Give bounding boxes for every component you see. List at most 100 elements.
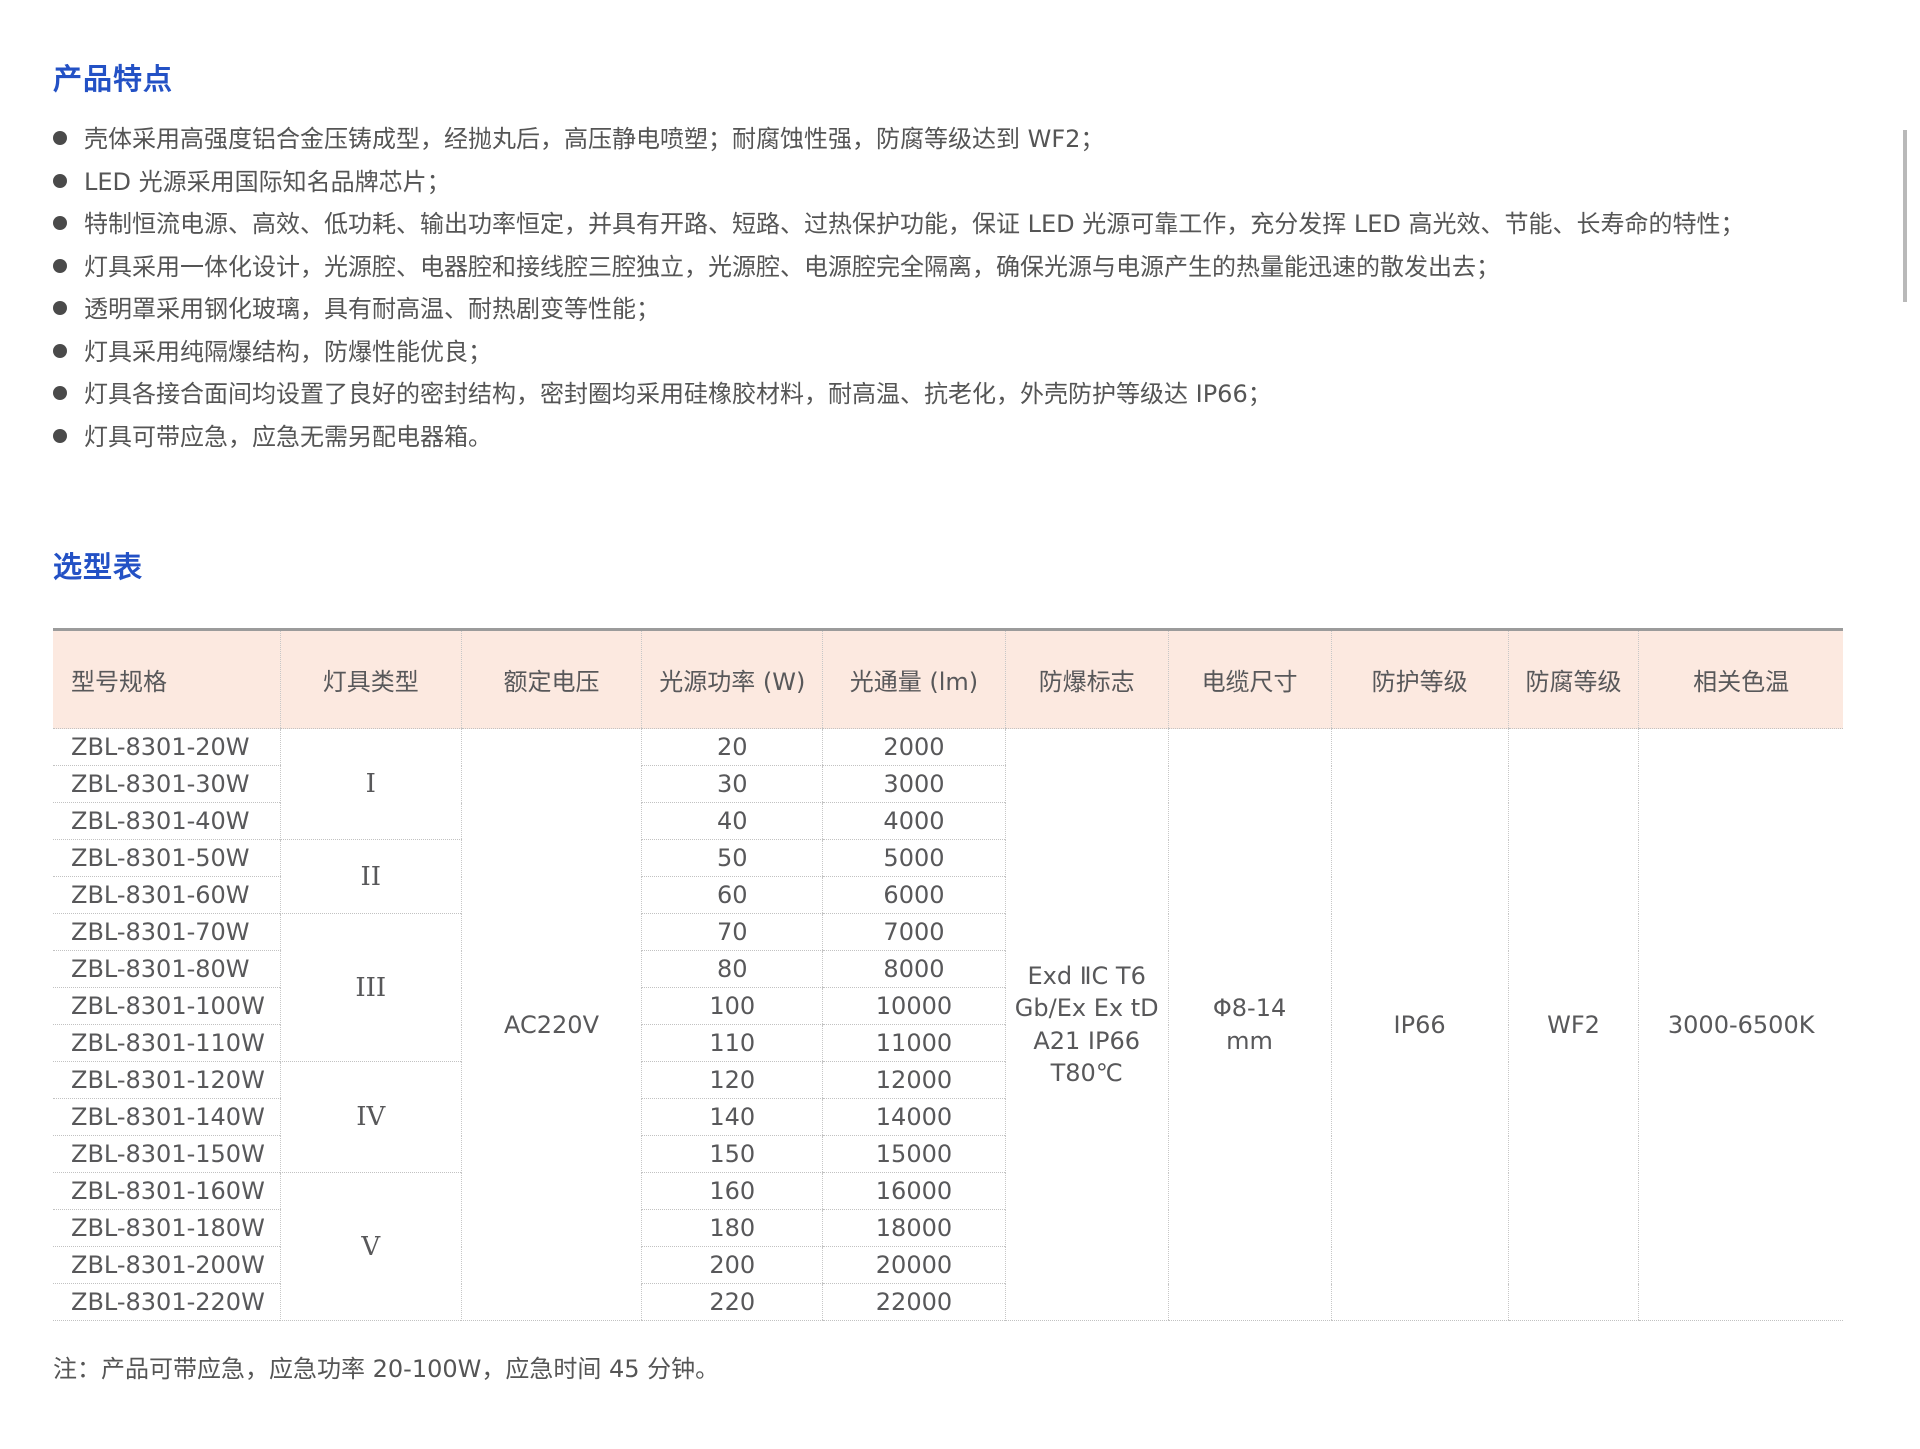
scrollbar-thumb[interactable] [1903, 130, 1907, 302]
model-cell: ZBL-8301-110W [53, 1024, 281, 1062]
feature-item: LED 光源采用国际知名品牌芯片； [53, 161, 1843, 204]
model-cell: ZBL-8301-50W [53, 839, 281, 877]
table-row: ZBL-8301-160W V 160 16000 [53, 1172, 1843, 1321]
feature-item: 透明罩采用钢化玻璃，具有耐高温、耐热剧变等性能； [53, 288, 1843, 331]
power-cell: 150 [641, 1135, 823, 1173]
column-header: 灯具类型 [279, 629, 462, 729]
cable-size-cell: Φ8-14 mm [1167, 728, 1331, 1321]
feature-text: 壳体采用高强度铝合金压铸成型，经抛丸后，高压静电喷塑；耐腐蚀性强，防腐等级达到 … [84, 125, 1105, 153]
model-cell: ZBL-8301-100W [53, 987, 281, 1025]
table-row: ZBL-8301-40W 40 4000 [53, 802, 1843, 840]
feature-item: 壳体采用高强度铝合金压铸成型，经抛丸后，高压静电喷塑；耐腐蚀性强，防腐等级达到 … [53, 118, 1843, 161]
feature-item: 灯具各接合面间均设置了良好的密封结构，密封圈均采用硅橡胶材料，耐高温、抗老化，外… [53, 373, 1843, 416]
model-cell: ZBL-8301-150W [53, 1135, 281, 1173]
flux-cell: 12000 [822, 1061, 1006, 1099]
type-cell: III [279, 913, 462, 1062]
power-cell: 50 [641, 839, 823, 877]
feature-item: 特制恒流电源、高效、低功耗、输出功率恒定，并具有开路、短路、过热保护功能，保证 … [53, 203, 1843, 246]
model-cell: ZBL-8301-60W [53, 876, 281, 914]
power-cell: 70 [641, 913, 823, 951]
bullet-icon [53, 131, 67, 145]
explosion-mark-cell: Exd ⅡC T6 Gb/Ex Ex tD A21 IP66 T80℃ [1004, 728, 1169, 1321]
flux-cell: 5000 [822, 839, 1006, 877]
color-temp-cell: 3000-6500K [1638, 728, 1843, 1321]
type-cell: V [279, 1172, 462, 1321]
feature-item: 灯具采用纯隔爆结构，防爆性能优良； [53, 331, 1843, 374]
power-cell: 120 [641, 1061, 823, 1099]
power-cell: 40 [641, 802, 823, 840]
power-cell: 20 [641, 728, 823, 766]
table-row: ZBL-8301-140W 140 14000 [53, 1098, 1843, 1136]
type-cell: II [279, 839, 462, 914]
column-header: 额定电压 [460, 629, 642, 729]
model-cell: ZBL-8301-120W [53, 1061, 281, 1099]
selection-section-title: 选型表 [53, 550, 144, 584]
table-header-row: 型号规格 灯具类型 额定电压 光源功率 (W) 光通量 (lm) 防爆标志 电缆尺寸 防护等级… [53, 629, 1843, 729]
feature-text: 灯具各接合面间均设置了良好的密封结构，密封圈均采用硅橡胶材料，耐高温、抗老化，外… [84, 380, 1272, 408]
flux-cell: 14000 [822, 1098, 1006, 1136]
table-row: ZBL-8301-220W 220 22000 [53, 1283, 1843, 1321]
model-cell: ZBL-8301-40W [53, 802, 281, 840]
selection-table: 型号规格 灯具类型 额定电压 光源功率 (W) 光通量 (lm) 防爆标志 电缆尺寸 防护等级… [53, 628, 1843, 1321]
model-cell: ZBL-8301-200W [53, 1246, 281, 1284]
table-row: ZBL-8301-80W 80 8000 [53, 950, 1843, 988]
column-header: 光源功率 (W) [641, 629, 823, 729]
bullet-icon [53, 216, 67, 230]
table-row: ZBL-8301-180W 180 18000 [53, 1209, 1843, 1247]
power-cell: 80 [641, 950, 823, 988]
feature-item: 灯具采用一体化设计，光源腔、电器腔和接线腔三腔独立，光源腔、电源腔完全隔离，确保… [53, 246, 1843, 289]
flux-cell: 7000 [822, 913, 1006, 951]
features-list: 壳体采用高强度铝合金压铸成型，经抛丸后，高压静电喷塑；耐腐蚀性强，防腐等级达到 … [53, 118, 1843, 458]
type-cell: I [279, 728, 462, 840]
column-header: 防腐等级 [1507, 629, 1639, 729]
flux-cell: 11000 [822, 1024, 1006, 1062]
feature-text: 透明罩采用钢化玻璃，具有耐高温、耐热剧变等性能； [84, 295, 660, 323]
flux-cell: 2000 [822, 728, 1006, 766]
table-row: ZBL-8301-100W 100 10000 [53, 987, 1843, 1025]
column-header: 电缆尺寸 [1167, 629, 1331, 729]
model-cell: ZBL-8301-180W [53, 1209, 281, 1247]
column-header: 防爆标志 [1004, 629, 1169, 729]
power-cell: 140 [641, 1098, 823, 1136]
column-header: 防护等级 [1330, 629, 1509, 729]
power-cell: 110 [641, 1024, 823, 1062]
table-row: ZBL-8301-120W IV 120 12000 [53, 1061, 1843, 1173]
table-row: ZBL-8301-30W 30 3000 [53, 765, 1843, 803]
power-cell: 160 [641, 1172, 823, 1210]
flux-cell: 3000 [822, 765, 1006, 803]
anticorrosion-cell: WF2 [1507, 728, 1639, 1321]
model-cell: ZBL-8301-30W [53, 765, 281, 803]
model-cell: ZBL-8301-20W [53, 728, 281, 766]
flux-cell: 18000 [822, 1209, 1006, 1247]
protection-cell: IP66 [1330, 728, 1509, 1321]
flux-cell: 8000 [822, 950, 1006, 988]
bullet-icon [53, 428, 67, 443]
table-row: ZBL-8301-150W 150 15000 [53, 1135, 1843, 1173]
bullet-icon [53, 301, 67, 315]
table-row: ZBL-8301-20W I AC220V 20 2000 Exd ⅡC T6 Gb/Ex… [53, 728, 1843, 1321]
flux-cell: 4000 [822, 802, 1006, 840]
power-cell: 30 [641, 765, 823, 803]
features-section-title: 产品特点 [53, 62, 174, 96]
model-cell: ZBL-8301-70W [53, 913, 281, 951]
feature-item: 灯具可带应急，应急无需另配电器箱。 [53, 416, 1843, 459]
column-header: 光通量 (lm) [822, 629, 1006, 729]
bullet-icon [53, 386, 67, 400]
model-cell: ZBL-8301-140W [53, 1098, 281, 1136]
bullet-icon [53, 173, 67, 188]
column-header: 相关色温 [1638, 629, 1843, 729]
model-cell: ZBL-8301-160W [53, 1172, 281, 1210]
bullet-icon [53, 343, 67, 358]
table-row: ZBL-8301-200W 200 20000 [53, 1246, 1843, 1284]
flux-cell: 15000 [822, 1135, 1006, 1173]
model-cell: ZBL-8301-80W [53, 950, 281, 988]
content: 产品特点 壳体采用高强度铝合金压铸成型，经抛丸后，高压静电喷塑；耐腐蚀性强，防腐… [53, 0, 1843, 1384]
flux-cell: 6000 [822, 876, 1006, 914]
power-cell: 200 [641, 1246, 823, 1284]
power-cell: 180 [641, 1209, 823, 1247]
power-cell: 100 [641, 987, 823, 1025]
feature-text: 特制恒流电源、高效、低功耗、输出功率恒定，并具有开路、短路、过热保护功能，保证 … [84, 210, 1745, 238]
type-cell: IV [279, 1061, 462, 1173]
table-row: ZBL-8301-50W II 50 5000 [53, 839, 1843, 914]
feature-text: 灯具采用纯隔爆结构，防爆性能优良； [84, 337, 492, 366]
